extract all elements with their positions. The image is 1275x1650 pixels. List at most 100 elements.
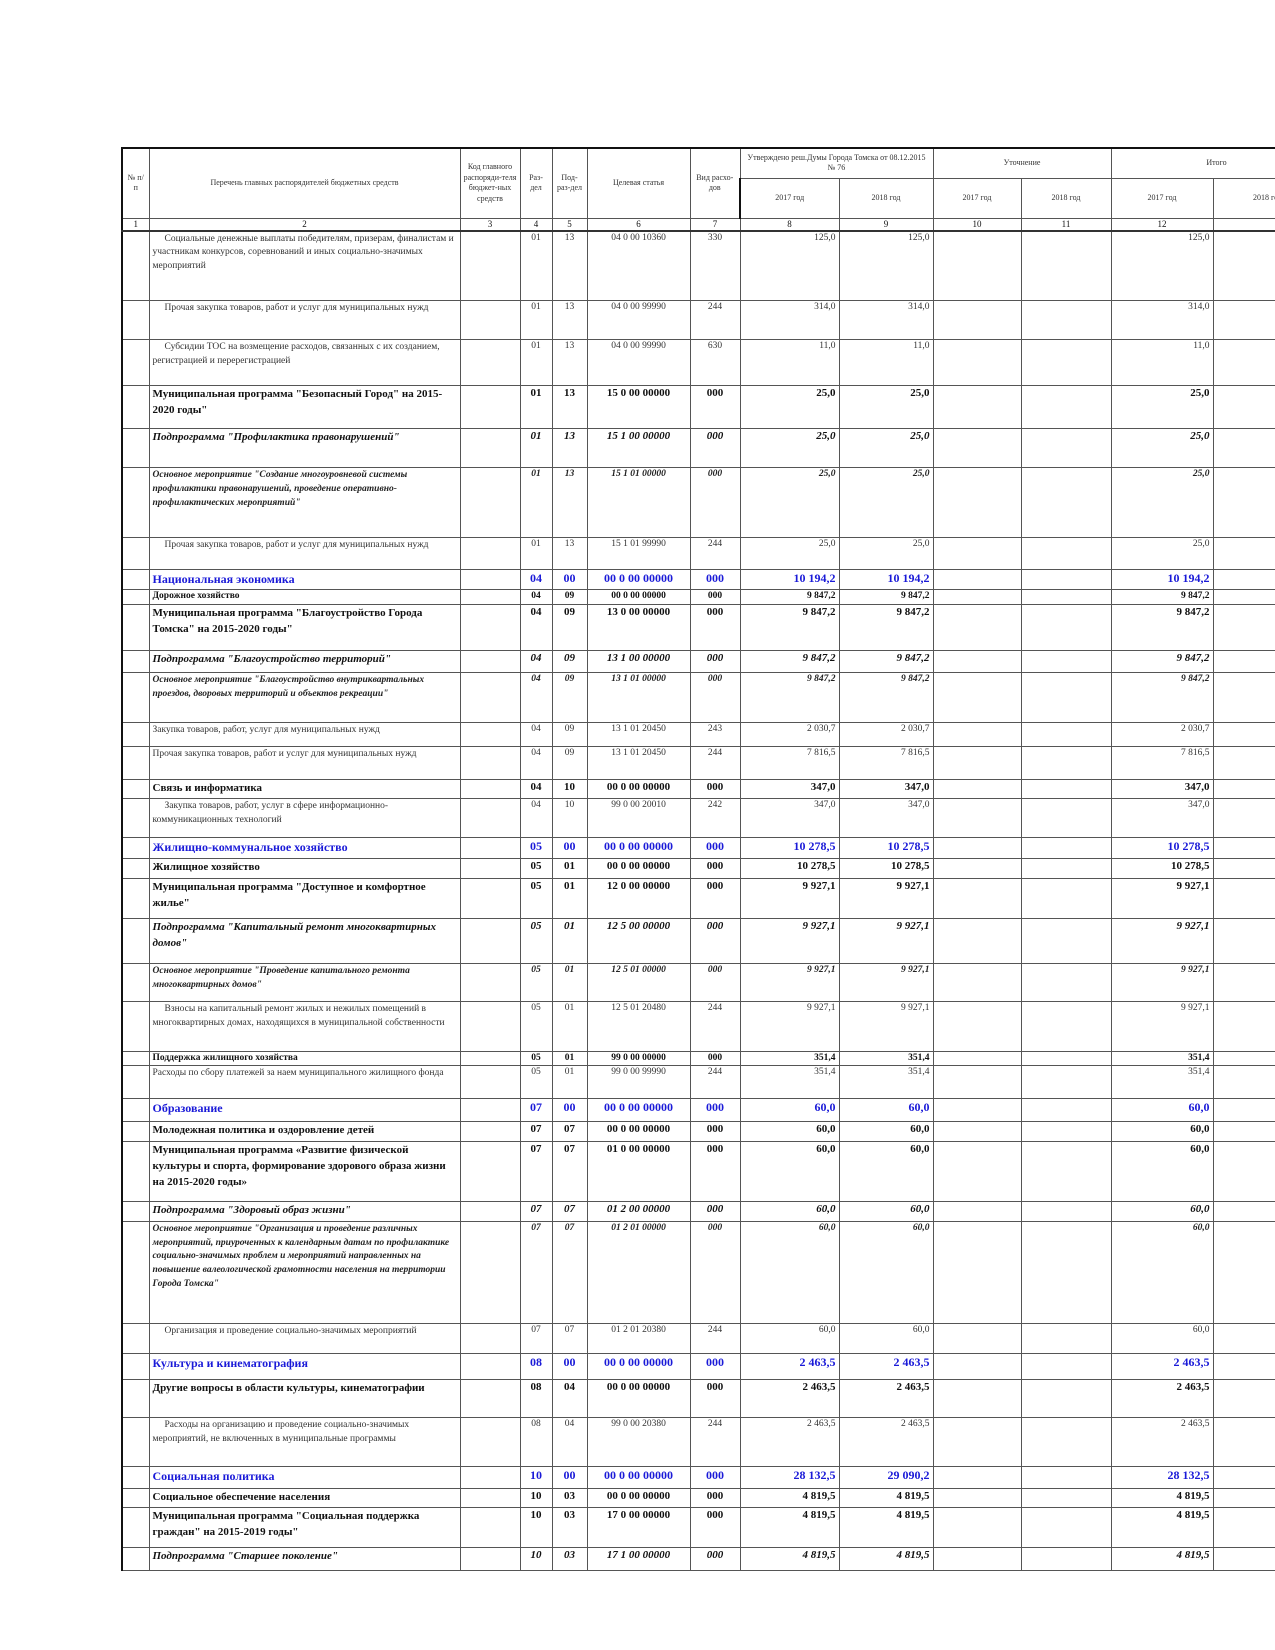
cell-name: Муниципальная программа «Развитие физиче… — [148, 1140, 461, 1202]
cell-total-2017: 2 463,5 — [1110, 1416, 1214, 1467]
cell-clar-2017 — [932, 339, 1022, 386]
cell-total-2018 — [1212, 746, 1275, 781]
table-row: Основное мероприятие "Организация и пров… — [121, 1220, 1275, 1324]
cell-approved-2017: 2 463,5 — [739, 1352, 840, 1380]
cell-podrazdel: 07 — [551, 1140, 588, 1202]
cell-podrazdel: 03 — [551, 1487, 588, 1508]
cell-num — [121, 568, 150, 591]
cell-vid: 000 — [689, 467, 741, 538]
cell-target: 12 5 01 00000 — [586, 962, 691, 1002]
cell-clar-2017 — [932, 779, 1022, 800]
cell-razdel: 04 — [519, 746, 553, 781]
cell-podrazdel: 13 — [551, 300, 588, 340]
cell-code — [459, 1140, 521, 1202]
cell-clar-2017 — [932, 722, 1022, 748]
table-row: Основное мероприятие "Проведение капитал… — [121, 962, 1275, 1002]
table-row: Жилищно-коммунальное хозяйство 05 00 00 0 0… — [121, 837, 1275, 859]
cell-name: Образование — [148, 1097, 461, 1122]
cell-vid: 000 — [689, 1050, 741, 1066]
cell-code — [459, 672, 521, 724]
table-row: Подпрограмма "Старшее поколение" 10 03 17 1… — [121, 1546, 1275, 1571]
cell-approved-2017: 25,0 — [739, 385, 840, 429]
cell-total-2017: 10 194,2 — [1110, 568, 1214, 591]
cell-approved-2017: 9 927,1 — [739, 917, 840, 964]
table-row: Национальная экономика 04 00 00 0 00 00000 0… — [121, 568, 1275, 591]
cell-approved-2017: 9 927,1 — [739, 877, 840, 919]
cell-vid: 000 — [689, 589, 741, 606]
cell-code — [459, 1064, 521, 1099]
cell-code — [459, 857, 521, 879]
cell-total-2018 — [1212, 589, 1275, 606]
cell-clar-2017 — [932, 1064, 1022, 1099]
cell-total-2017: 25,0 — [1110, 385, 1214, 429]
cell-total-2018 — [1212, 568, 1275, 591]
cell-podrazdel: 13 — [551, 467, 588, 538]
cell-clar-2017 — [932, 537, 1022, 570]
cell-razdel: 10 — [519, 1465, 553, 1489]
table-row: Жилищное хозяйство 05 01 00 0 00 00000 000 10… — [121, 857, 1275, 879]
cell-name: Прочая закупка товаров, работ и услуг дл… — [148, 300, 461, 340]
cell-clar-2018 — [1020, 385, 1112, 429]
cell-vid: 244 — [689, 1064, 741, 1099]
cell-razdel: 10 — [519, 1546, 553, 1571]
cell-num — [121, 1487, 150, 1508]
cell-razdel: 04 — [519, 779, 553, 800]
cell-target: 00 0 00 00000 — [586, 1378, 691, 1418]
cell-name: Социальное обеспечение населения — [148, 1487, 461, 1508]
cell-clar-2018 — [1020, 798, 1112, 839]
cell-clar-2017 — [932, 1000, 1022, 1052]
cell-total-2017: 351,4 — [1110, 1050, 1214, 1066]
cell-total-2017: 4 819,5 — [1110, 1487, 1214, 1508]
cell-target: 99 0 00 20010 — [586, 798, 691, 839]
cell-clar-2018 — [1020, 300, 1112, 340]
cell-clar-2018 — [1020, 917, 1112, 964]
table-row: Культура и кинематография 08 00 00 0 00 000… — [121, 1352, 1275, 1380]
cell-approved-2018: 9 927,1 — [838, 1000, 934, 1052]
cell-podrazdel: 01 — [551, 917, 588, 964]
table-row: Подпрограмма "Профилактика правонарушени… — [121, 428, 1275, 468]
cell-razdel: 05 — [519, 1000, 553, 1052]
cell-clar-2018 — [1020, 604, 1112, 652]
cell-clar-2018 — [1020, 1120, 1112, 1142]
cell-total-2017: 9 847,2 — [1110, 672, 1214, 724]
cell-num — [121, 877, 150, 919]
cell-name: Социальная политика — [148, 1465, 461, 1489]
cell-podrazdel: 07 — [551, 1322, 588, 1354]
header-approved: Утверждено реш.Думы Города Томска от 08.… — [739, 147, 934, 179]
table-row: Образование 07 00 00 0 00 00000 000 60,0 60,0 6… — [121, 1097, 1275, 1122]
cell-clar-2018 — [1020, 672, 1112, 724]
cell-approved-2017: 347,0 — [739, 798, 840, 839]
cell-podrazdel: 00 — [551, 837, 588, 859]
cell-approved-2017: 28 132,5 — [739, 1465, 840, 1489]
cell-total-2017: 9 927,1 — [1110, 917, 1214, 964]
cell-clar-2018 — [1020, 1050, 1112, 1066]
cell-clar-2017 — [932, 672, 1022, 724]
cell-approved-2017: 125,0 — [739, 230, 840, 301]
cell-target: 15 0 00 00000 — [586, 385, 691, 429]
cell-total-2017: 314,0 — [1110, 300, 1214, 340]
cell-code — [459, 385, 521, 429]
cell-target: 00 0 00 00000 — [586, 1097, 691, 1122]
header-approved-2018: 2018 год — [838, 177, 934, 219]
table-row: Муниципальная программа "Доступное и ком… — [121, 877, 1275, 919]
cell-razdel: 08 — [519, 1352, 553, 1380]
header-total-2018: 2018 год — [1212, 177, 1275, 219]
cell-razdel: 05 — [519, 962, 553, 1002]
cell-podrazdel: 09 — [551, 589, 588, 606]
cell-razdel: 07 — [519, 1322, 553, 1354]
cell-approved-2018: 4 819,5 — [838, 1506, 934, 1548]
cell-name: Подпрограмма "Капитальный ремонт многокв… — [148, 917, 461, 964]
cell-clar-2018 — [1020, 1064, 1112, 1099]
cell-target: 17 0 00 00000 — [586, 1506, 691, 1548]
cell-name: Жилищное хозяйство — [148, 857, 461, 879]
cell-clar-2017 — [932, 1546, 1022, 1571]
cell-total-2017: 60,0 — [1110, 1200, 1214, 1222]
cell-total-2017: 25,0 — [1110, 467, 1214, 538]
table-row: Социальное обеспечение населения 10 03 00 0… — [121, 1487, 1275, 1508]
cell-num — [121, 300, 150, 340]
cell-code — [459, 1506, 521, 1548]
cell-target: 00 0 00 00000 — [586, 779, 691, 800]
cell-clar-2017 — [932, 746, 1022, 781]
cell-code — [459, 650, 521, 674]
cell-razdel: 01 — [519, 385, 553, 429]
